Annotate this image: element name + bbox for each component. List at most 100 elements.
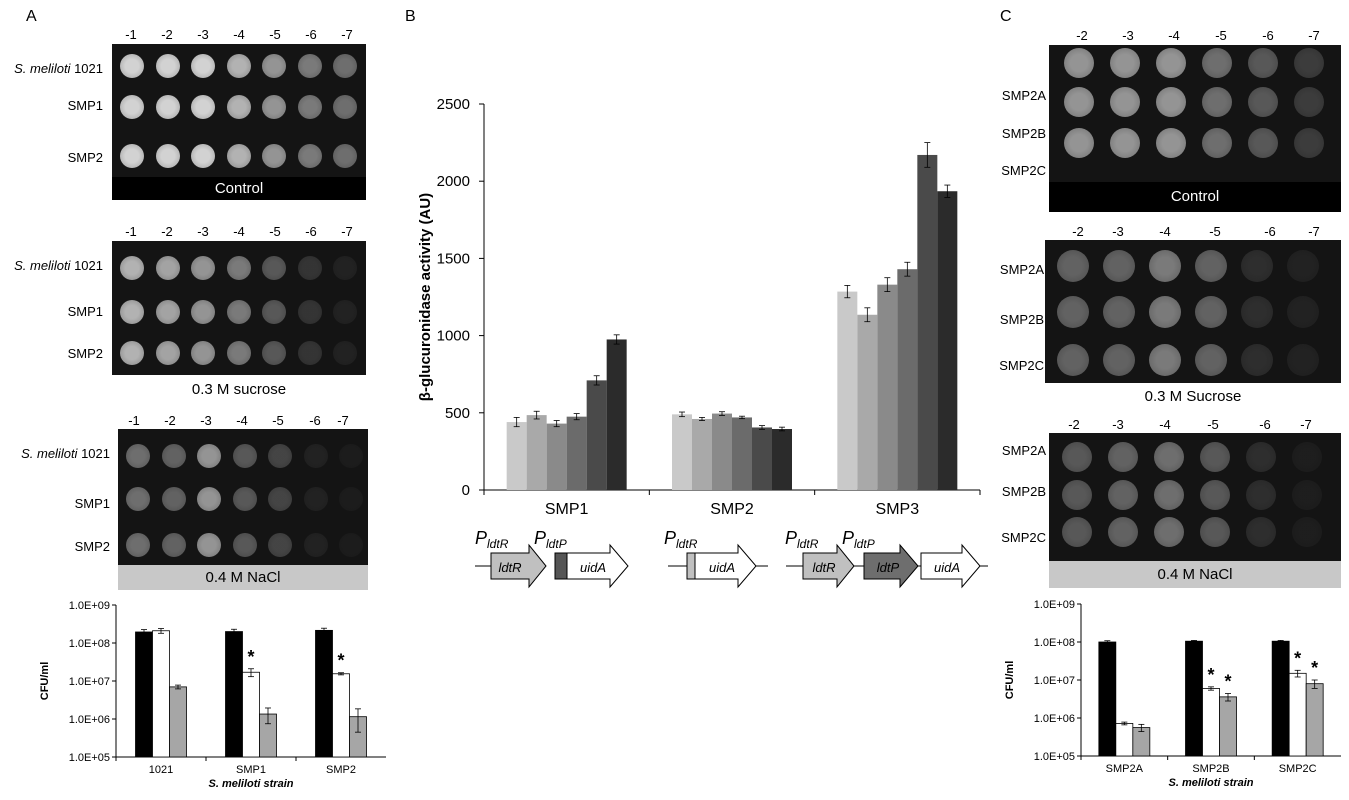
bar	[672, 414, 692, 490]
strain-label: SMP1	[67, 304, 103, 319]
colony-spot	[297, 256, 322, 280]
colony-spot	[1149, 344, 1181, 376]
x-tick-label: SMP1	[545, 501, 589, 518]
colony-spot	[1103, 296, 1135, 328]
dilution-label: -3	[1122, 28, 1134, 43]
bar	[566, 416, 587, 490]
colony-spot	[333, 54, 357, 78]
x-tick-label: 1021	[149, 764, 173, 776]
bar	[332, 673, 350, 758]
strain-label: SMP1	[74, 496, 110, 511]
significance-marker: *	[1207, 665, 1214, 685]
promoter-label: PldtR	[664, 528, 698, 551]
colony-spot	[226, 341, 251, 365]
colony-spot	[303, 444, 328, 468]
chart-c-cfu: 1.0E+05 1.0E+06 1.0E+07 1.0E+08 1.0E+09 CFU/m…	[1004, 599, 1341, 789]
strain-label: SMP2C	[1001, 163, 1046, 178]
bar	[1305, 683, 1324, 757]
gene-label: uidA	[934, 560, 960, 575]
colony-spot	[232, 533, 257, 557]
bar	[937, 191, 958, 490]
dilution-label: -7	[337, 413, 349, 428]
colony-spot	[262, 144, 286, 168]
dilution-label: -7	[1308, 224, 1320, 239]
dilution-label: -2	[1072, 224, 1084, 239]
y-axis-title: CFU/ml	[39, 662, 51, 701]
colony-spot	[1292, 517, 1322, 547]
gene-arrow-ldtr	[802, 543, 855, 589]
colony-spot	[339, 533, 363, 557]
y-tick-label: 1.0E+05	[1034, 751, 1075, 763]
colony-spot	[1202, 128, 1232, 158]
colony-spot	[333, 300, 357, 324]
colony-spot	[120, 95, 144, 119]
colony-spot	[155, 341, 180, 365]
dilution-label: -4	[1159, 224, 1171, 239]
dilution-label: -5	[1209, 224, 1221, 239]
gene-label: ldtR	[812, 560, 835, 575]
construct-smp3: ldtR ldtP uidA PldtR PldtP	[785, 528, 988, 589]
colony-spot	[1057, 344, 1089, 376]
dilution-label: -3	[200, 413, 212, 428]
condition-label: 0.4 M NaCl	[1049, 561, 1341, 588]
dilution-label: -5	[269, 224, 281, 239]
gene-arrow-uida	[920, 543, 981, 589]
strain-label: SMP2A	[1001, 443, 1046, 458]
colony-spot	[126, 533, 150, 557]
condition-label: 0.4 M NaCl	[118, 565, 368, 590]
y-tick-label: 1.0E+08	[69, 638, 110, 650]
colony-spot	[226, 256, 251, 280]
colony-spot	[155, 256, 180, 280]
promoter-box	[554, 552, 568, 580]
x-tick-label: SMP3	[876, 501, 920, 518]
strain-label: S. meliloti 1021	[21, 446, 110, 461]
panel-letter-a: A	[26, 8, 37, 25]
colony-spot	[1200, 480, 1230, 510]
colony-spot	[1195, 296, 1227, 328]
dilution-label: -1	[125, 224, 137, 239]
colony-spot	[1241, 344, 1273, 376]
colony-spot	[120, 300, 144, 324]
dilution-label: -6	[1262, 28, 1274, 43]
y-tick-label: 1.0E+07	[69, 676, 110, 688]
colony-spot	[1287, 296, 1319, 328]
x-tick-label: SMP2A	[1106, 763, 1144, 775]
colony-spot	[268, 444, 292, 468]
colony-spot	[1110, 87, 1140, 117]
bar	[772, 429, 792, 490]
x-axis-title: S. meliloti strain	[209, 778, 294, 790]
bar	[1288, 672, 1307, 757]
bar	[152, 630, 170, 758]
x-tick-label: SMP2C	[1279, 763, 1317, 775]
colony-spot	[197, 444, 221, 468]
bar	[315, 629, 333, 758]
colony-spot	[120, 341, 144, 365]
dilution-label: -7	[1300, 417, 1312, 432]
condition-label: 0.3 M Sucrose	[1144, 388, 1242, 405]
y-tick-label: 1.0E+08	[1034, 637, 1075, 649]
y-tick-label: 1.0E+09	[69, 600, 110, 612]
y-axis-title: CFU/ml	[1004, 661, 1016, 700]
dilution-label: -1	[125, 27, 137, 42]
colony-spot	[226, 54, 251, 78]
bar	[877, 284, 898, 490]
colony-spot	[226, 95, 251, 119]
bar	[857, 314, 878, 490]
colony-spot	[297, 95, 322, 119]
colony-spot	[1149, 296, 1181, 328]
colony-spot	[191, 95, 215, 119]
dilution-label: -3	[197, 224, 209, 239]
strain-label: SMP2C	[999, 358, 1044, 373]
promoter-label: PldtP	[842, 528, 875, 551]
colony-spot	[1110, 128, 1140, 158]
dilution-label: -1	[128, 413, 140, 428]
x-tick-label: SMP1	[236, 764, 266, 776]
strain-label: SMP2	[74, 539, 110, 554]
colony-spot	[226, 300, 251, 324]
bar	[1219, 696, 1237, 757]
y-tick-label: 1.0E+06	[1034, 713, 1075, 725]
construct-smp2: uidA PldtR	[664, 528, 768, 589]
colony-spot	[191, 54, 215, 78]
colony-spot	[1057, 296, 1089, 328]
bar	[1098, 641, 1117, 757]
